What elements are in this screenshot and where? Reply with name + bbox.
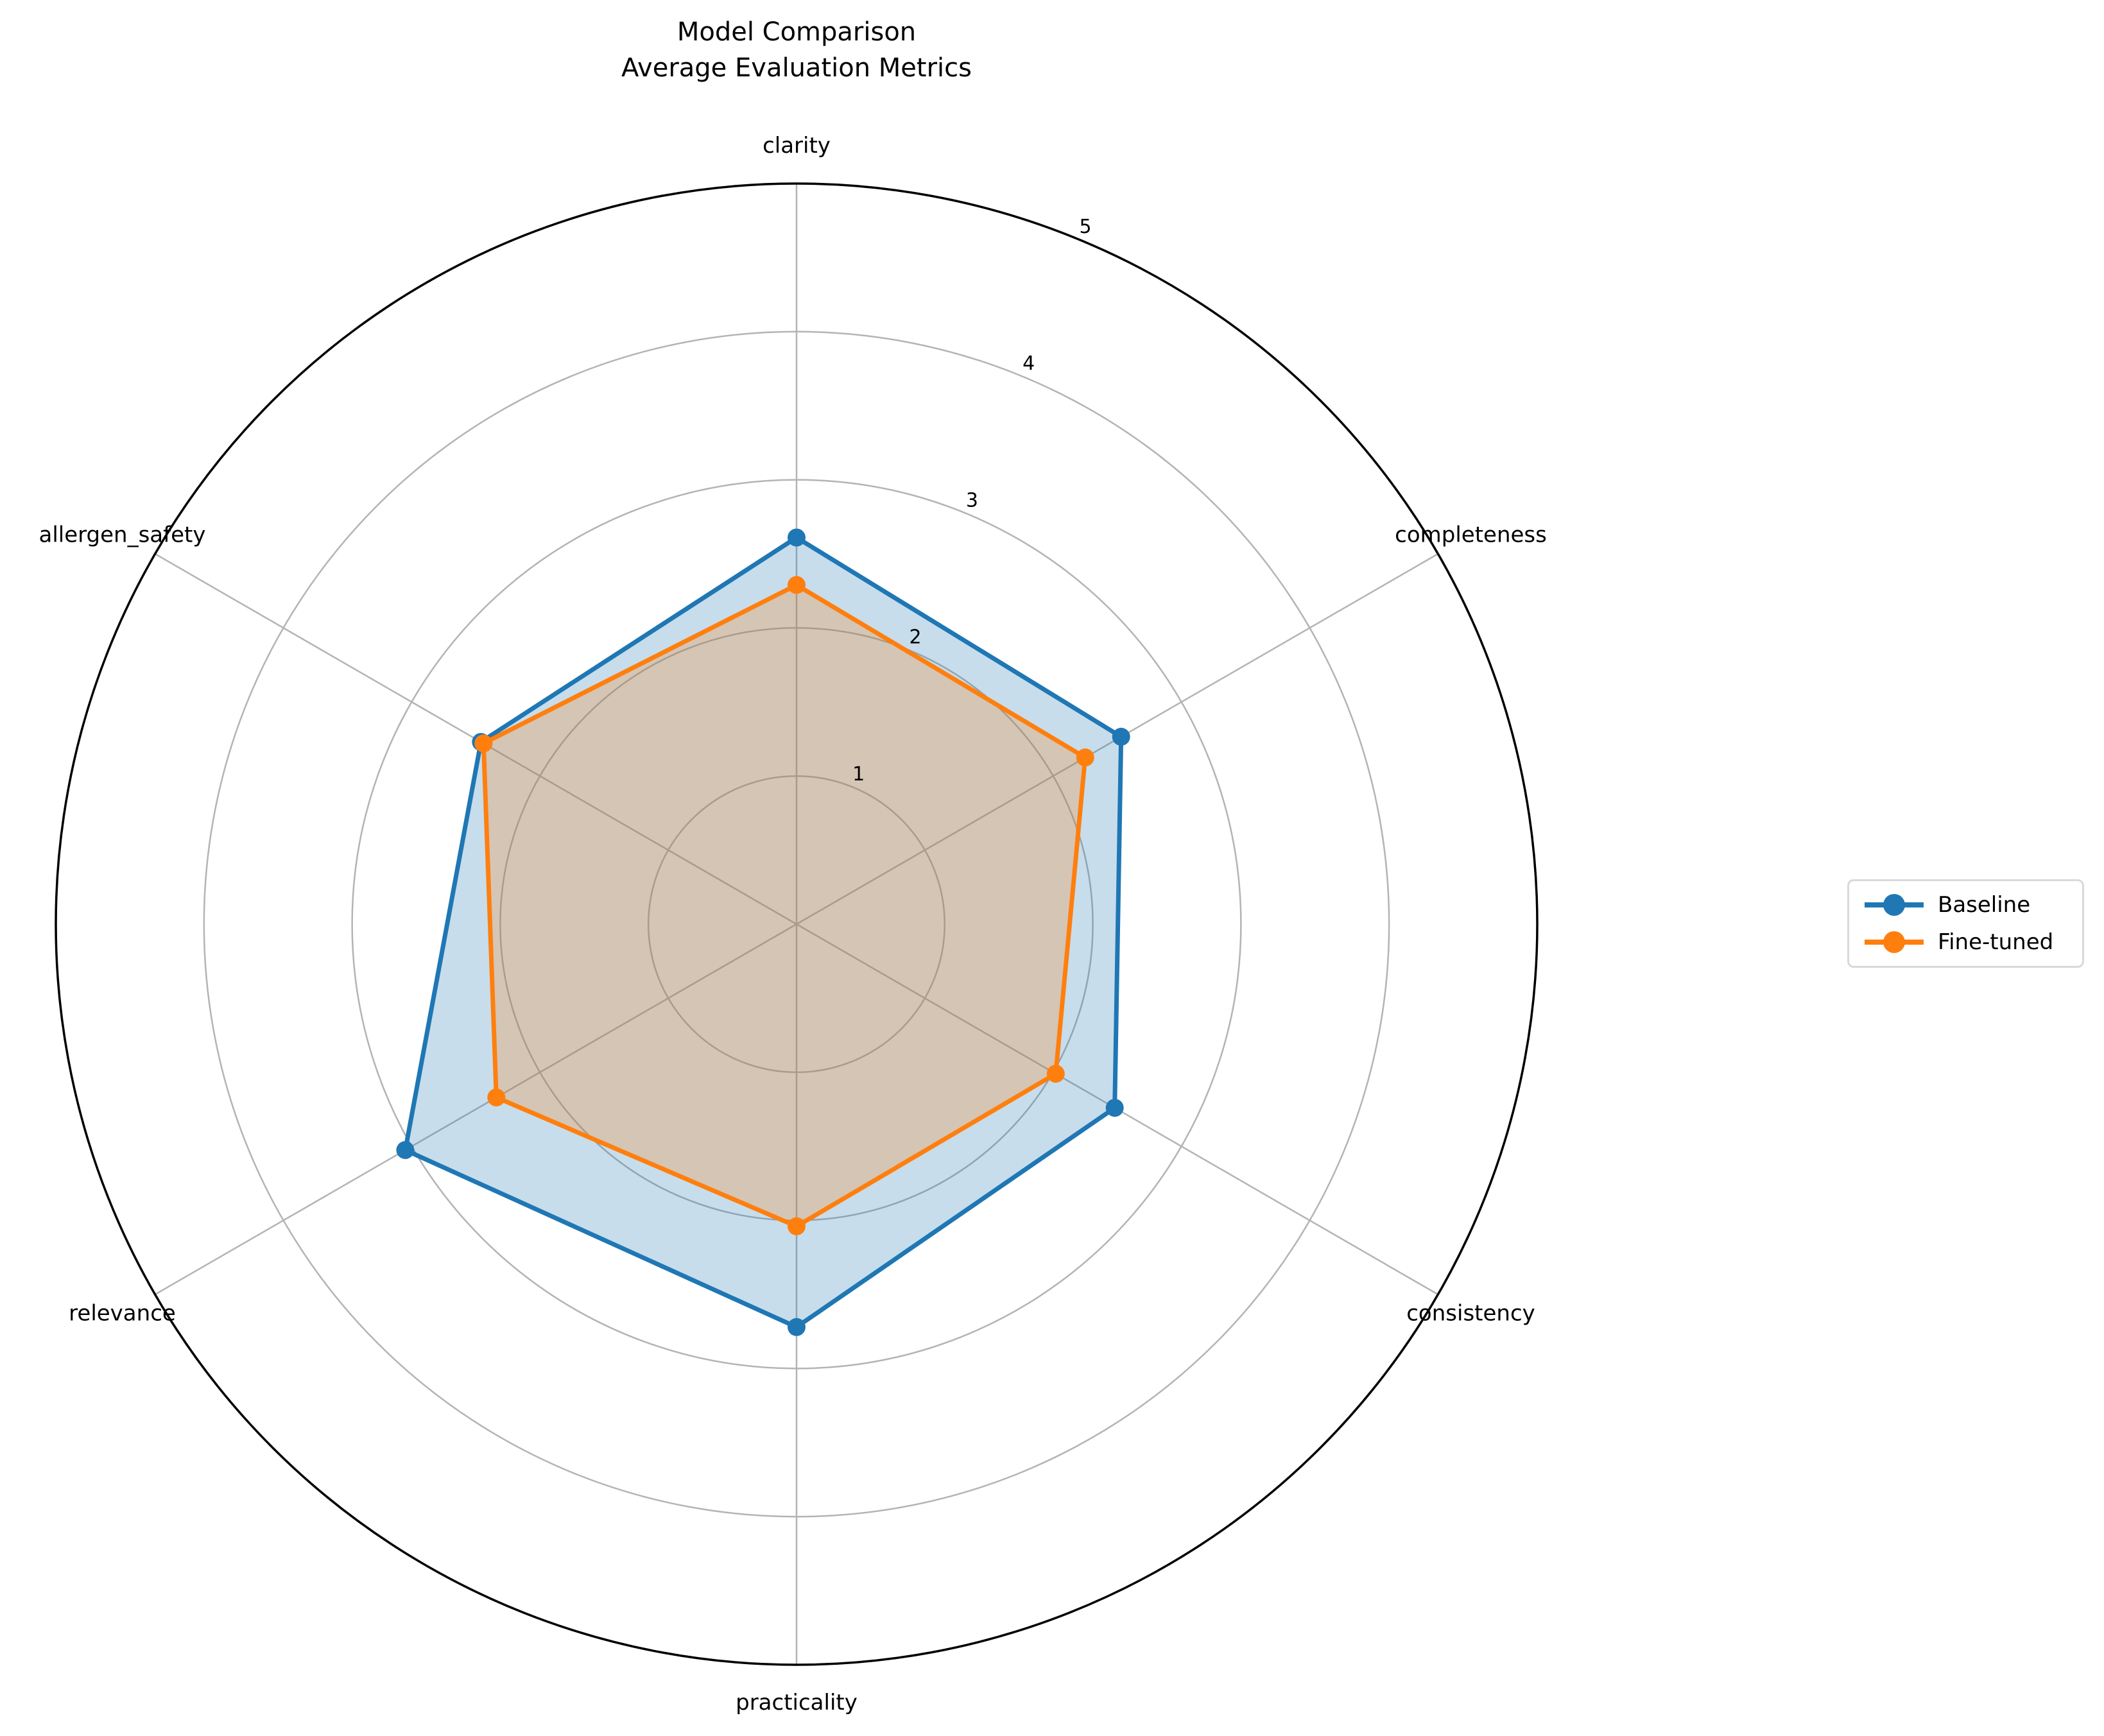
series-fine-tuned-point-completeness xyxy=(1076,748,1094,767)
legend: Baseline Fine-tuned xyxy=(1847,879,2084,968)
series-baseline-point-completeness xyxy=(1112,728,1130,746)
legend-item-baseline: Baseline xyxy=(1863,892,2082,918)
series-baseline-point-clarity xyxy=(788,528,806,547)
series-fine-tuned-point-relevance xyxy=(487,1088,506,1106)
axis-label-allergen_safety: allergen_safety xyxy=(39,522,206,548)
r-tick-label-2: 2 xyxy=(910,626,922,649)
series-fine-tuned-area xyxy=(483,585,1085,1226)
chart-title: Model Comparison Average Evaluation Metr… xyxy=(0,14,1593,86)
r-tick-label-4: 4 xyxy=(1022,352,1035,375)
r-tick-label-5: 5 xyxy=(1079,216,1091,238)
series-fine-tuned-point-consistency xyxy=(1046,1065,1065,1083)
legend-label-fine-tuned: Fine-tuned xyxy=(1938,929,2054,955)
chart-title-line1: Model Comparison xyxy=(677,17,917,47)
series-fine-tuned-point-allergen_safety xyxy=(474,734,493,753)
legend-marker-fine-tuned-icon xyxy=(1865,931,1924,953)
grid-spoke-relevance xyxy=(154,923,797,1296)
axis-label-consistency: consistency xyxy=(1406,1301,1535,1327)
chart-title-line2: Average Evaluation Metrics xyxy=(621,53,972,83)
axis-label-practicality: practicality xyxy=(736,1690,858,1715)
legend-item-fine-tuned: Fine-tuned xyxy=(1863,929,2082,955)
series-baseline-point-consistency xyxy=(1105,1099,1124,1117)
axis-label-clarity: clarity xyxy=(763,133,831,159)
series-fine-tuned-point-practicality xyxy=(788,1217,806,1235)
series-fine-tuned-point-clarity xyxy=(788,576,806,594)
legend-dot-icon xyxy=(1883,931,1905,953)
legend-dot-icon xyxy=(1883,894,1905,916)
legend-marker-baseline-icon xyxy=(1865,894,1924,916)
series-baseline-point-practicality xyxy=(788,1318,806,1336)
r-tick-label-1: 1 xyxy=(852,763,865,786)
legend-label-baseline: Baseline xyxy=(1938,892,2031,918)
r-tick-label-3: 3 xyxy=(966,490,978,512)
series-baseline-area xyxy=(405,537,1121,1327)
polar-spine xyxy=(55,182,1539,1666)
series-baseline-point-relevance xyxy=(396,1141,415,1159)
axis-label-relevance: relevance xyxy=(69,1301,176,1327)
axis-label-completeness: completeness xyxy=(1395,522,1547,548)
